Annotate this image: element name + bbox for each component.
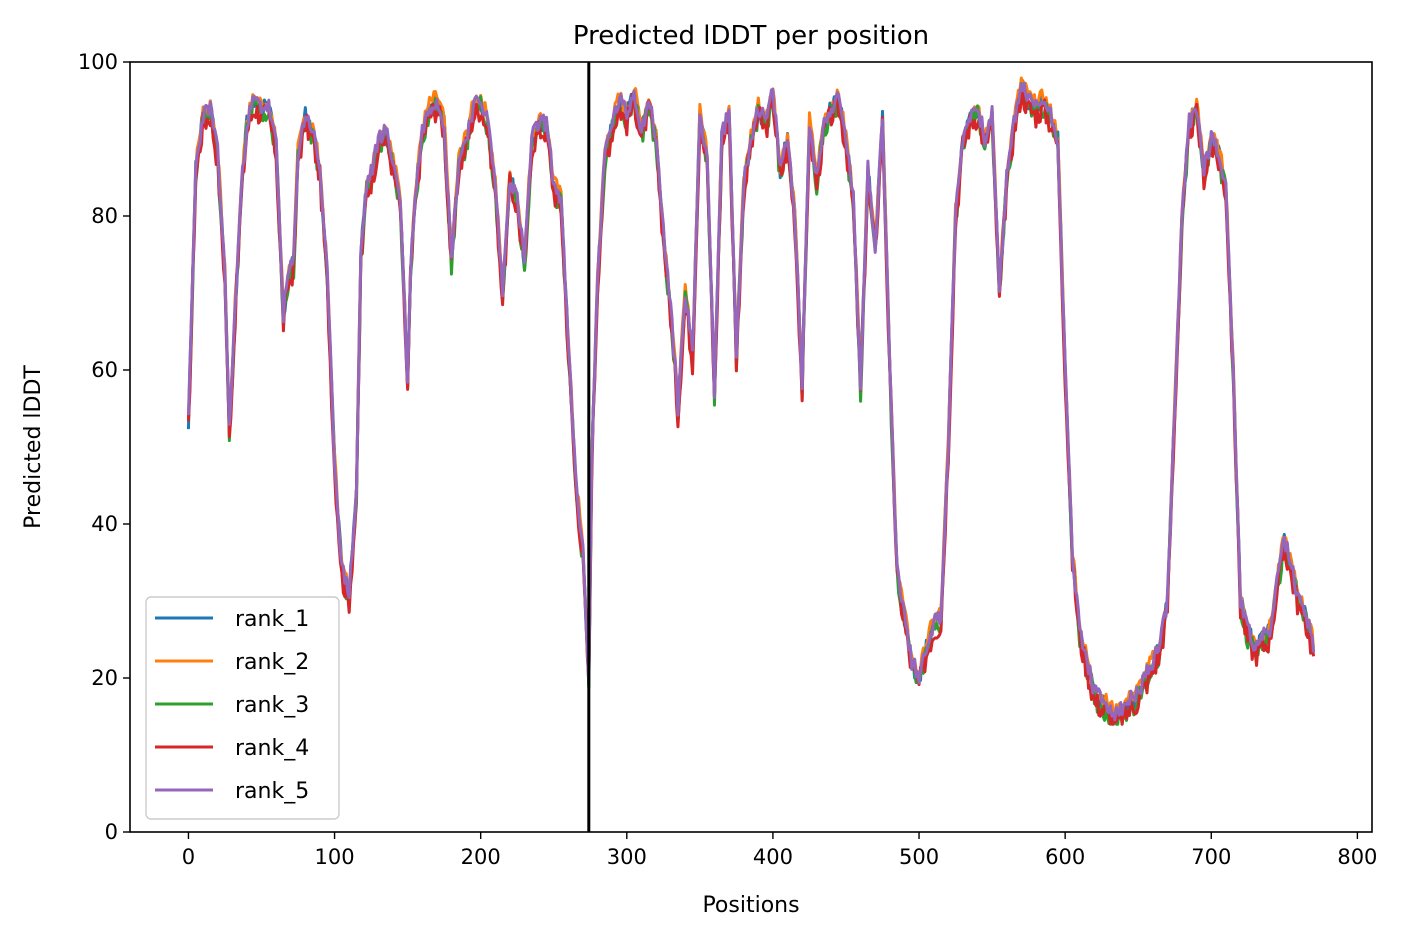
x-axis-ticks: 0 100 200 300 400 500 600 700 800	[182, 832, 1377, 869]
y-tick-label: 20	[91, 666, 118, 690]
legend-box	[145, 596, 340, 820]
x-tick-label: 400	[753, 845, 793, 869]
y-tick-label: 40	[91, 512, 118, 536]
chart-title: Predicted lDDT per position	[573, 21, 929, 51]
legend-items: rank_1 rank_2 rank_3 rank_4 rank_5	[155, 607, 309, 804]
legend-label: rank_4	[235, 736, 309, 761]
legend-label: rank_1	[235, 607, 309, 632]
x-tick-label: 500	[899, 845, 939, 869]
x-tick-label: 200	[461, 845, 501, 869]
series-line-rank_5	[186, 81, 1316, 722]
x-tick-label: 100	[315, 845, 355, 869]
x-tick-label: 700	[1191, 845, 1231, 869]
y-axis-title: Predicted lDDT	[21, 365, 46, 529]
legend: rank_1 rank_2 rank_3 rank_4 rank_5	[145, 596, 340, 820]
x-tick-label: 0	[182, 845, 195, 869]
plot-lines	[186, 62, 1316, 832]
y-tick-label: 0	[105, 820, 118, 844]
y-tick-label: 80	[91, 204, 118, 228]
y-axis-ticks: 0 20 40 60 80 100	[78, 50, 130, 844]
y-tick-label: 60	[91, 358, 118, 382]
x-tick-label: 600	[1045, 845, 1085, 869]
y-tick-label: 100	[78, 50, 118, 74]
x-tick-label: 300	[607, 845, 647, 869]
legend-label: rank_3	[235, 693, 309, 718]
x-axis-title: Positions	[702, 893, 799, 918]
legend-label: rank_5	[235, 779, 309, 804]
plot-frame	[129, 61, 1373, 833]
legend-label: rank_2	[235, 650, 309, 675]
x-tick-label: 800	[1337, 845, 1377, 869]
